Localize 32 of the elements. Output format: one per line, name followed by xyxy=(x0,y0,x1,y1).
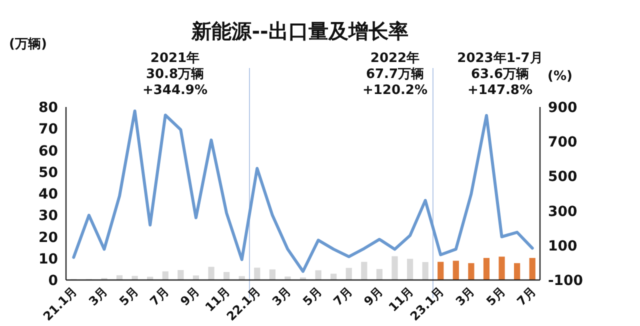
y2-tick-label: -100 xyxy=(548,273,584,289)
y-tick-label: 30 xyxy=(38,208,58,224)
text: 2021年 30.8万辆 +344.9% xyxy=(142,51,208,98)
y2-tick-label: 500 xyxy=(548,169,578,186)
y-tick-label: 40 xyxy=(38,186,58,202)
x-tick-label: 5月 xyxy=(116,284,141,309)
y2-tick-label: 700 xyxy=(548,134,578,151)
x-tick-label: 3月 xyxy=(270,284,294,309)
y2-tick-label: 300 xyxy=(548,204,578,220)
y2-axis-title: (%) xyxy=(548,69,572,84)
text: 2022年 67.7万辆 +120.2% xyxy=(362,51,428,98)
x-tick-label: 5月 xyxy=(300,284,324,309)
y-tick-label: 70 xyxy=(38,122,58,138)
x-tick-label: 7月 xyxy=(330,284,355,309)
x-tick-label: 3月 xyxy=(453,284,478,309)
y-tick-label: 80 xyxy=(38,100,58,116)
y2-tick-label: 900 xyxy=(548,100,578,116)
x-tick-label: 7月 xyxy=(514,284,538,309)
y-tick-label: 20 xyxy=(38,230,58,246)
y-tick-label: 60 xyxy=(38,143,58,160)
x-tick-label: 9月 xyxy=(178,284,202,309)
x-tick-label: 9月 xyxy=(361,284,386,309)
x-tick-label: 5月 xyxy=(484,284,508,309)
text: 2023年1-7月 63.6万辆 +147.8% xyxy=(457,51,543,98)
y-tick-label: 0 xyxy=(48,273,58,289)
x-tick-label: 3月 xyxy=(86,284,110,309)
x-tick-label: 7月 xyxy=(147,284,172,309)
y2-tick-label: 100 xyxy=(548,238,578,254)
y-tick-label: 10 xyxy=(38,251,58,268)
y-axis-title: (万辆) xyxy=(9,37,47,52)
y-tick-label: 50 xyxy=(38,164,58,181)
chart-title: 新能源--出口量及增长率 xyxy=(190,19,408,43)
